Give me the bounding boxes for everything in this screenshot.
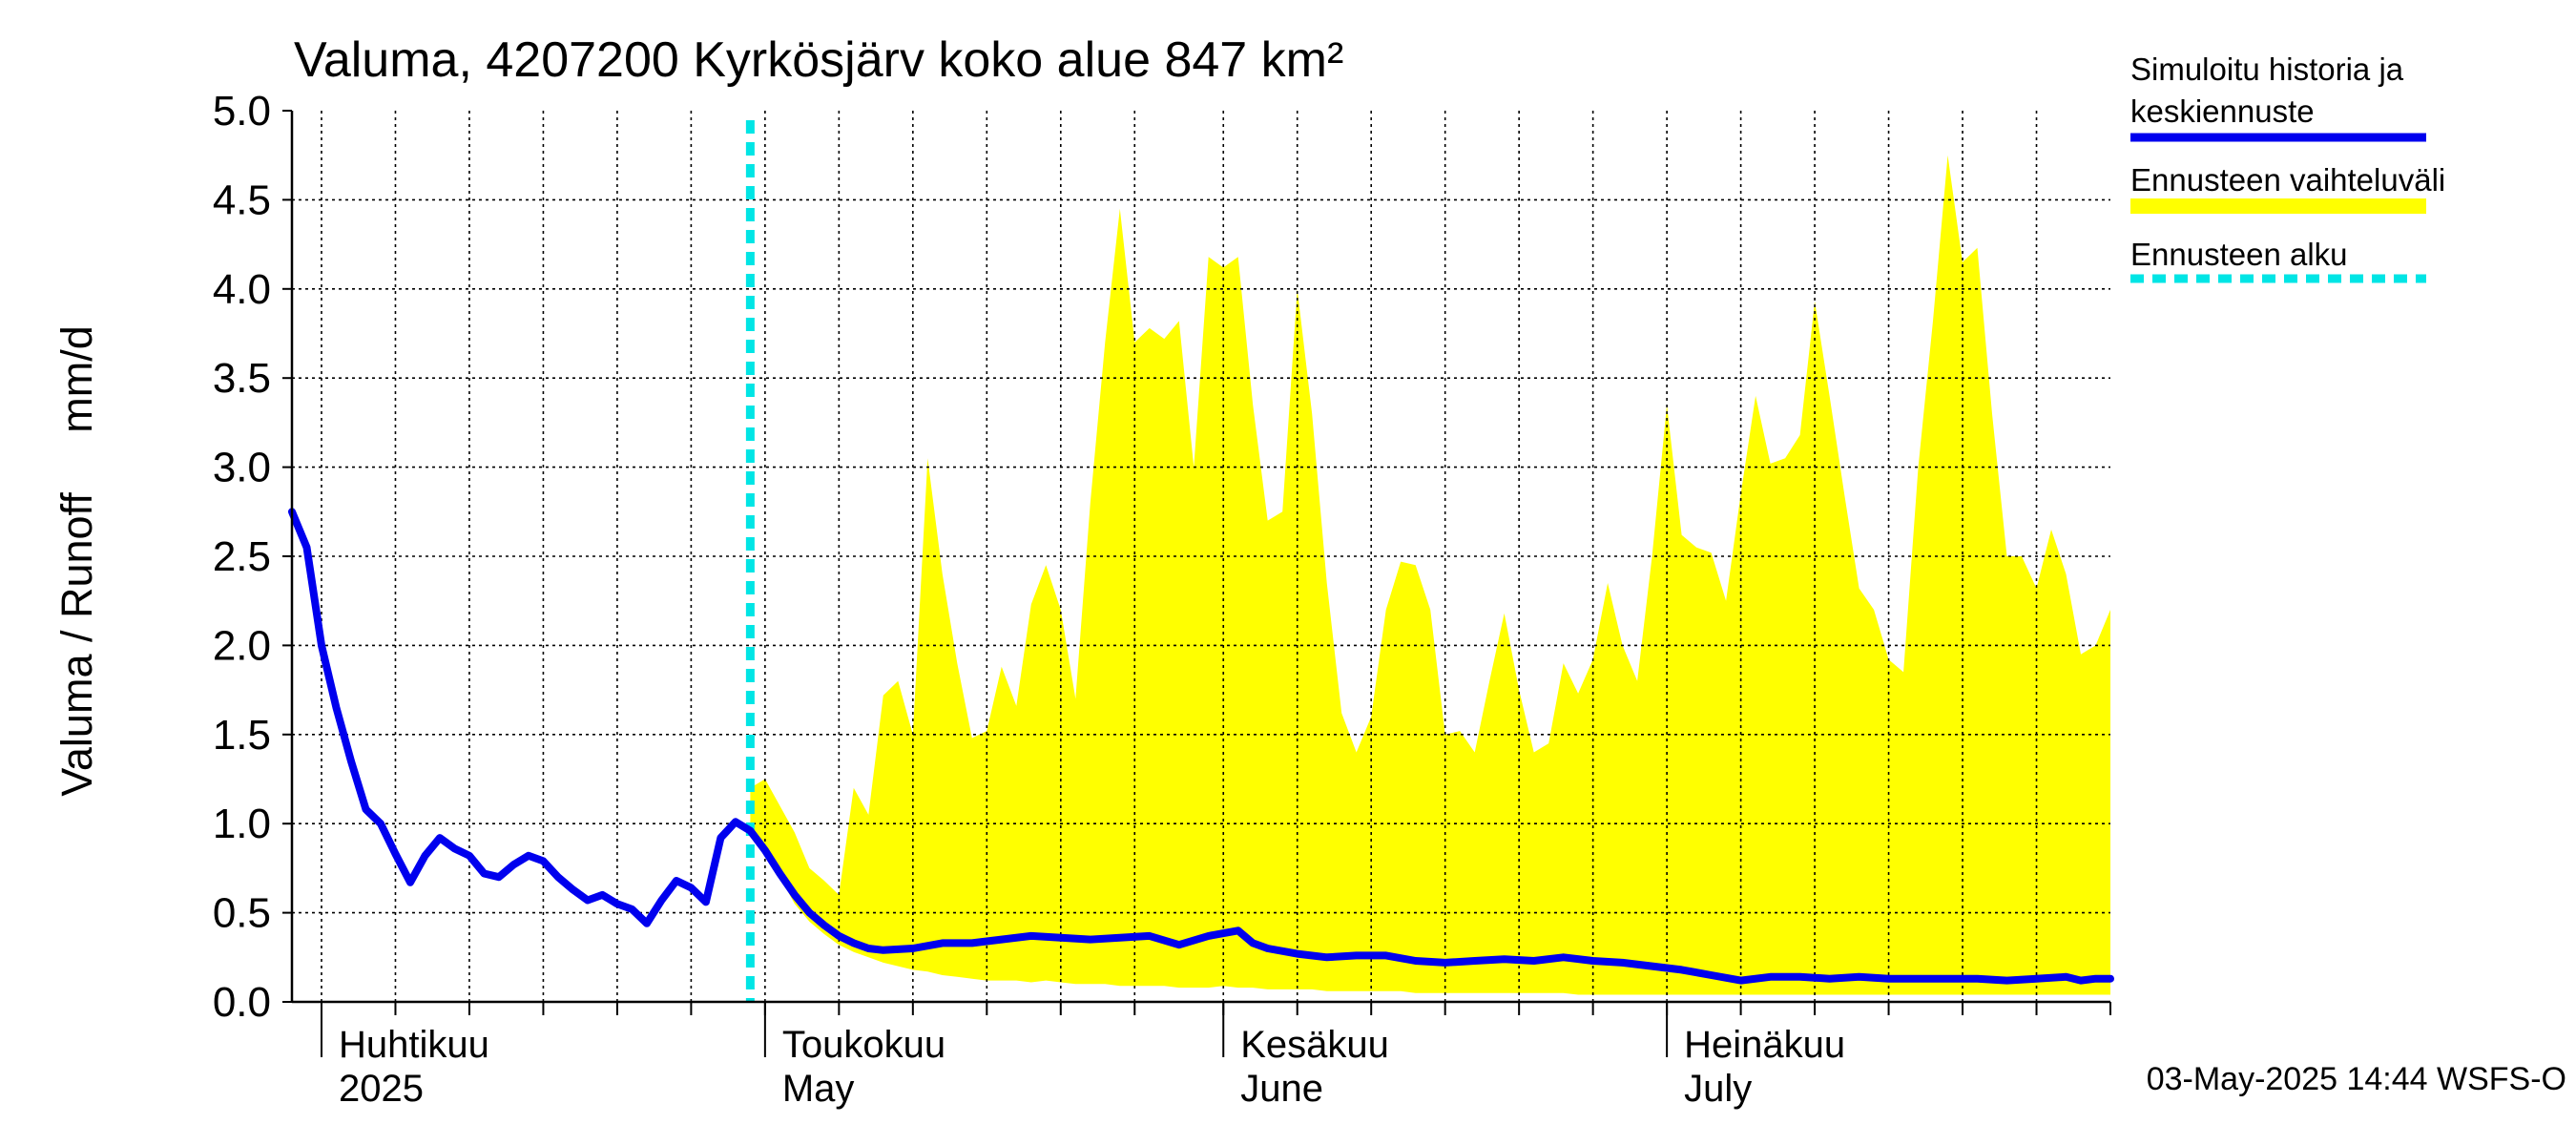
y-tick-label: 2.5	[213, 533, 271, 580]
y-tick-label: 3.5	[213, 355, 271, 402]
legend: Simuloitu historia ja keskiennuste Ennuste…	[2130, 52, 2445, 283]
y-tick-label: 1.5	[213, 712, 271, 759]
y-tick-label: 0.0	[213, 979, 271, 1026]
legend-swatch-range	[2130, 198, 2426, 214]
month-label-en: July	[1684, 1068, 1752, 1110]
legend-label-history: Simuloitu historia ja	[2130, 52, 2404, 87]
y-tick-label: 5.0	[213, 88, 271, 135]
chart-title: Valuma, 4207200 Kyrkösjärv koko alue 847…	[294, 32, 1343, 88]
y-tick-label: 4.0	[213, 266, 271, 313]
y-tick-label: 2.0	[213, 622, 271, 669]
forecast-range-band	[750, 155, 2110, 995]
month-label-fi: Heinäkuu	[1684, 1024, 1845, 1066]
forecast-band-area	[750, 155, 2110, 995]
month-label-fi: Toukokuu	[782, 1024, 945, 1066]
axes: 0.0 0.5 1.0 1.5 2.0 2.5 3.0 3.5 4.0 4.5 5.0 Huhtiku…	[213, 88, 2111, 1110]
legend-label-history: keskiennuste	[2130, 94, 2315, 129]
legend-label-range: Ennusteen vaihteluväli	[2130, 162, 2445, 198]
series-layer	[288, 120, 2114, 1002]
legend-label-forecast-start: Ennusteen alku	[2130, 237, 2348, 272]
y-axis-label: Valuma / Runoff mm/d	[52, 325, 101, 797]
y-tick-label: 0.5	[213, 890, 271, 937]
month-label-en: 2025	[339, 1068, 424, 1110]
simulated-runoff-line	[288, 508, 2114, 985]
month-label-en: May	[782, 1068, 855, 1110]
y-tick-label: 1.0	[213, 801, 271, 847]
timestamp-footer: 03-May-2025 14:44 WSFS-O	[2147, 1061, 2566, 1097]
month-label-en: June	[1240, 1068, 1323, 1110]
grid-lines	[292, 111, 2110, 1002]
y-tick-label: 4.5	[213, 177, 271, 223]
month-label-fi: Huhtikuu	[339, 1024, 489, 1066]
month-label-fi: Kesäkuu	[1240, 1024, 1389, 1066]
y-tick-label: 3.0	[213, 445, 271, 491]
